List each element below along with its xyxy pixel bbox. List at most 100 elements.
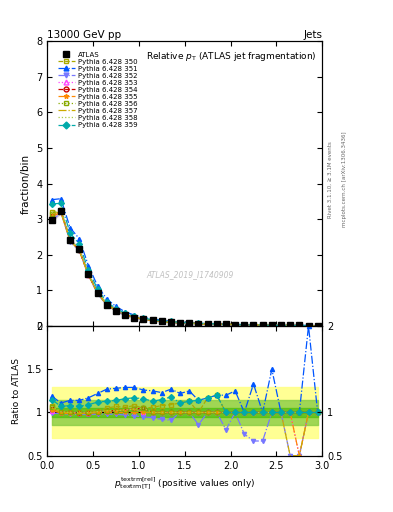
Pythia 6.428 351 (187, 319, 192, 326)
Pythia 6.428 355 (68, 238, 72, 244)
Pythia 6.428 358 (233, 322, 237, 328)
Pythia 6.428 351 (169, 318, 173, 324)
Pythia 6.428 350 (86, 271, 91, 277)
Pythia 6.428 353 (95, 290, 100, 296)
Pythia 6.428 357 (150, 317, 155, 324)
Pythia 6.428 355 (150, 317, 155, 324)
Pythia 6.428 353 (150, 317, 155, 324)
Pythia 6.428 352 (215, 321, 219, 327)
Pythia 6.428 357 (279, 322, 283, 328)
Pythia 6.428 355 (123, 312, 127, 318)
Pythia 6.428 352 (77, 248, 82, 254)
Line: Pythia 6.428 351: Pythia 6.428 351 (50, 197, 320, 328)
Pythia 6.428 353 (306, 323, 311, 329)
Line: Pythia 6.428 350: Pythia 6.428 350 (50, 208, 320, 328)
Pythia 6.428 354 (114, 307, 118, 313)
Pythia 6.428 358 (50, 209, 54, 216)
Pythia 6.428 356 (224, 321, 228, 327)
Pythia 6.428 357 (315, 323, 320, 329)
Pythia 6.428 353 (315, 323, 320, 329)
Pythia 6.428 359 (205, 321, 210, 327)
Pythia 6.428 356 (279, 322, 283, 328)
Pythia 6.428 358 (68, 237, 72, 243)
Pythia 6.428 352 (150, 317, 155, 324)
Pythia 6.428 357 (215, 321, 219, 327)
Pythia 6.428 350 (59, 207, 63, 213)
Pythia 6.428 359 (160, 317, 164, 324)
Pythia 6.428 359 (141, 315, 146, 322)
Pythia 6.428 359 (279, 322, 283, 328)
Pythia 6.428 358 (215, 321, 219, 327)
Pythia 6.428 354 (187, 320, 192, 326)
Text: 13000 GeV pp: 13000 GeV pp (47, 30, 121, 40)
Pythia 6.428 352 (233, 322, 237, 328)
Pythia 6.428 357 (196, 321, 201, 327)
Line: Pythia 6.428 359: Pythia 6.428 359 (50, 201, 320, 328)
Pythia 6.428 357 (160, 318, 164, 325)
Pythia 6.428 351 (178, 319, 182, 325)
Pythia 6.428 359 (68, 230, 72, 236)
Pythia 6.428 354 (205, 321, 210, 327)
Pythia 6.428 359 (288, 322, 292, 328)
ATLAS (279, 322, 283, 328)
Pythia 6.428 358 (95, 290, 100, 296)
Y-axis label: fraction/bin: fraction/bin (20, 154, 31, 214)
Pythia 6.428 358 (77, 246, 82, 252)
Pythia 6.428 350 (315, 323, 320, 329)
Y-axis label: Ratio to ATLAS: Ratio to ATLAS (12, 358, 21, 424)
Pythia 6.428 358 (242, 322, 247, 328)
Pythia 6.428 359 (187, 320, 192, 326)
Pythia 6.428 353 (224, 321, 228, 327)
Text: Rivet 3.1.10, ≥ 3.1M events: Rivet 3.1.10, ≥ 3.1M events (328, 141, 333, 218)
Pythia 6.428 358 (169, 319, 173, 325)
Pythia 6.428 358 (224, 321, 228, 327)
Line: Pythia 6.428 354: Pythia 6.428 354 (50, 209, 320, 328)
ATLAS (59, 208, 63, 215)
Pythia 6.428 359 (169, 318, 173, 325)
Pythia 6.428 350 (251, 322, 256, 328)
Pythia 6.428 354 (169, 319, 173, 325)
Pythia 6.428 351 (205, 321, 210, 327)
Line: Pythia 6.428 358: Pythia 6.428 358 (52, 210, 318, 326)
Pythia 6.428 359 (77, 241, 82, 247)
Pythia 6.428 354 (297, 322, 302, 328)
Pythia 6.428 353 (279, 322, 283, 328)
Pythia 6.428 358 (141, 316, 146, 322)
Pythia 6.428 355 (114, 308, 118, 314)
Pythia 6.428 354 (288, 322, 292, 328)
Pythia 6.428 357 (178, 320, 182, 326)
Pythia 6.428 358 (114, 307, 118, 313)
Pythia 6.428 356 (123, 312, 127, 318)
Pythia 6.428 352 (95, 291, 100, 297)
Pythia 6.428 355 (315, 323, 320, 329)
Line: ATLAS: ATLAS (49, 208, 320, 329)
Pythia 6.428 354 (59, 208, 63, 215)
Pythia 6.428 354 (50, 212, 54, 219)
Pythia 6.428 351 (233, 321, 237, 327)
ATLAS (288, 322, 292, 328)
Pythia 6.428 356 (270, 322, 274, 328)
Pythia 6.428 355 (288, 322, 292, 328)
Pythia 6.428 353 (114, 307, 118, 313)
Pythia 6.428 355 (50, 214, 54, 220)
Pythia 6.428 350 (95, 290, 100, 296)
ATLAS (150, 317, 155, 324)
Pythia 6.428 352 (315, 323, 320, 329)
Line: Pythia 6.428 353: Pythia 6.428 353 (50, 209, 320, 328)
Pythia 6.428 353 (86, 272, 91, 278)
Pythia 6.428 354 (141, 316, 146, 322)
Pythia 6.428 352 (196, 321, 201, 327)
Pythia 6.428 351 (270, 322, 274, 328)
Pythia 6.428 355 (95, 290, 100, 296)
Pythia 6.428 351 (306, 322, 311, 328)
Pythia 6.428 358 (160, 318, 164, 325)
ATLAS (123, 312, 127, 318)
Pythia 6.428 350 (215, 321, 219, 327)
ATLAS (95, 290, 100, 296)
Pythia 6.428 350 (205, 321, 210, 327)
Pythia 6.428 350 (132, 314, 137, 320)
Pythia 6.428 352 (169, 319, 173, 326)
Pythia 6.428 353 (178, 320, 182, 326)
ATLAS (169, 319, 173, 325)
Pythia 6.428 356 (233, 322, 237, 328)
